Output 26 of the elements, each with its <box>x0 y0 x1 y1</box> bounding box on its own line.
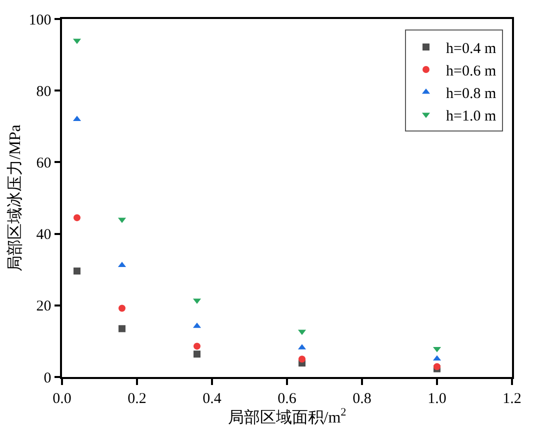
y-tick-label: 0 <box>44 370 52 386</box>
point <box>74 214 80 222</box>
x-tick-label: 0.2 <box>128 390 146 407</box>
legend-label: h=0.6 m <box>446 63 496 80</box>
x-tick-label: 0.8 <box>352 390 372 407</box>
point <box>298 356 306 363</box>
y-tick-label: 100 <box>28 12 52 28</box>
x-tick-label: 1.2 <box>502 390 522 407</box>
point <box>194 350 200 358</box>
x-tick-label: 0.6 <box>278 390 297 407</box>
y-axis-title: 局部区域冰压力/MPa <box>6 124 24 272</box>
x-tick-label: 0.0 <box>52 390 72 407</box>
point <box>118 304 126 312</box>
point <box>194 342 200 350</box>
legend-label: h=0.4 m <box>446 40 496 57</box>
legend-label: h=1.0 m <box>446 108 496 124</box>
point <box>118 325 126 332</box>
legend-label: h=0.8 m <box>446 86 496 102</box>
y-tick-label: 60 <box>36 155 52 172</box>
y-tick-label: 20 <box>36 298 52 315</box>
x-tick-label: 1.0 <box>428 390 446 407</box>
x-axis-title: 局部区域面积/m$^{2}$ <box>228 406 346 426</box>
y-tick-label: 80 <box>36 84 52 100</box>
x-tick-label: 0.4 <box>202 390 222 407</box>
y-tick-label: 40 <box>36 227 52 244</box>
point <box>74 268 80 275</box>
